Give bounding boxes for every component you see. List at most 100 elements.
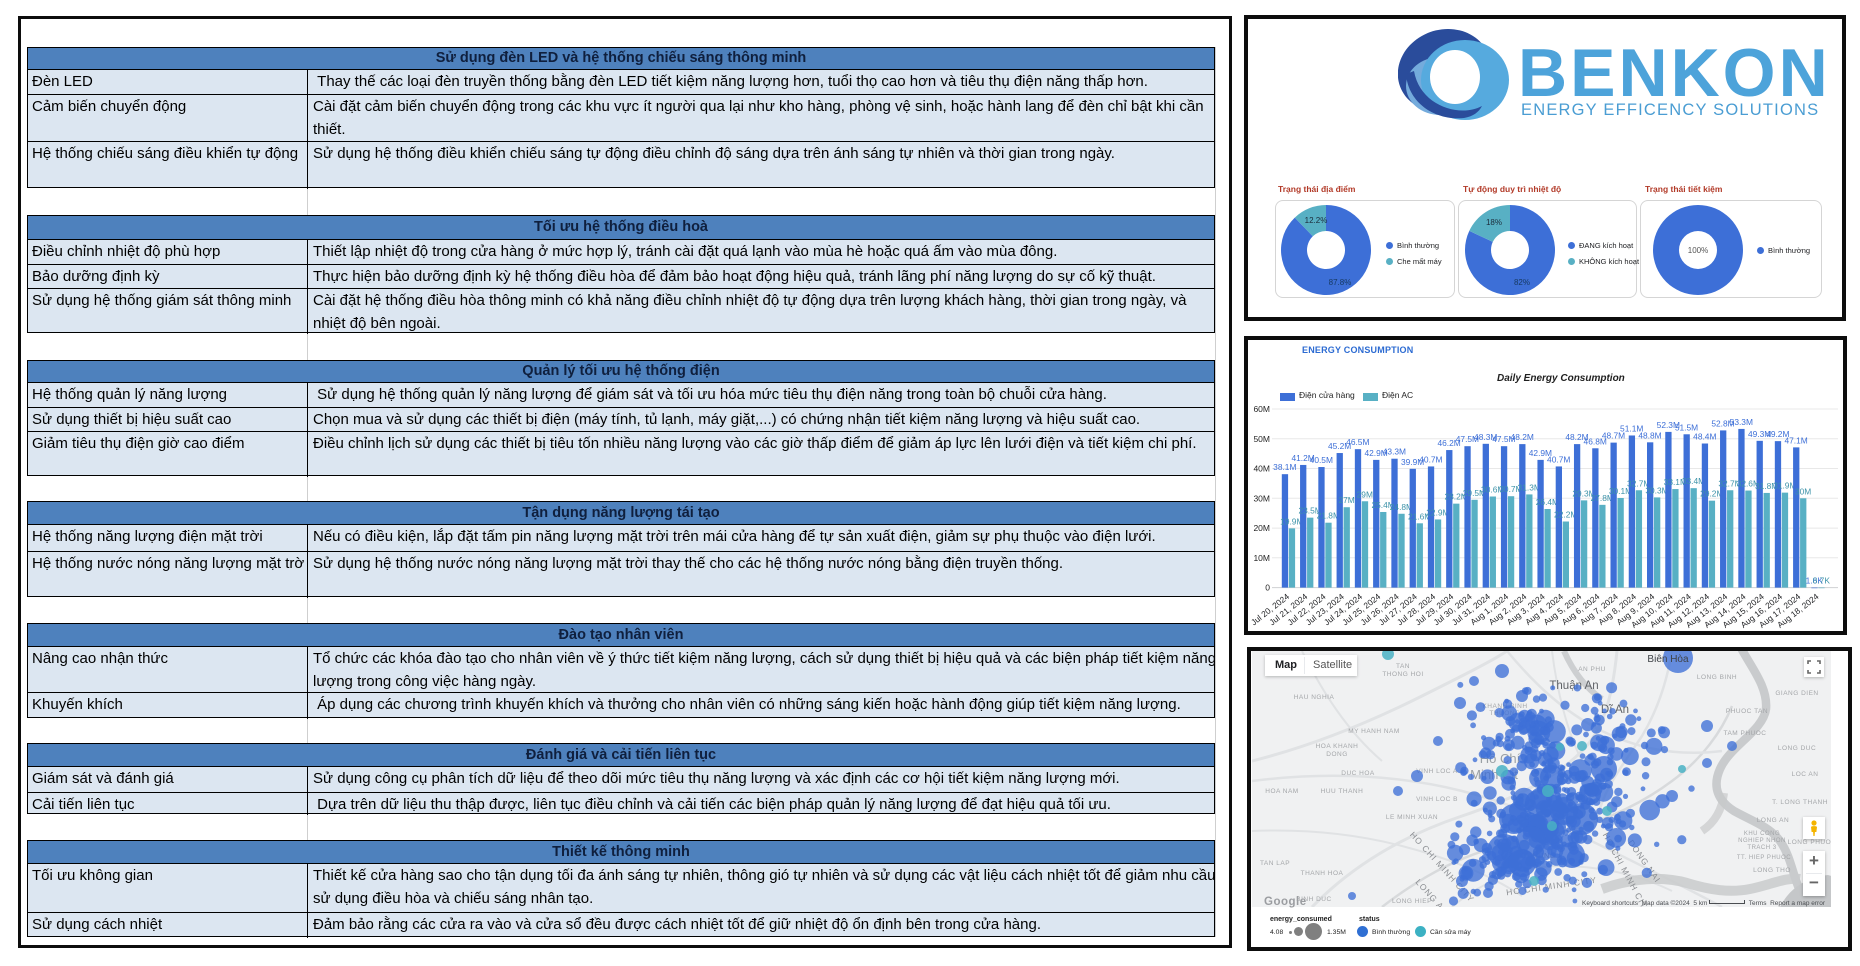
svg-text:MY HANH NAM: MY HANH NAM [1348, 728, 1400, 735]
svg-text:LONG THO: LONG THO [1753, 867, 1791, 874]
svg-text:24.8M: 24.8M [1390, 502, 1413, 512]
svg-text:52.8M: 52.8M [1711, 418, 1734, 428]
svg-text:LE MINH XUAN: LE MINH XUAN [1386, 814, 1438, 821]
svg-text:10M: 10M [1253, 553, 1270, 563]
svg-text:48.2M: 48.2M [1565, 432, 1588, 442]
svg-text:Biên Hòa: Biên Hòa [1647, 654, 1689, 665]
svg-text:39.9M: 39.9M [1401, 457, 1424, 467]
svg-text:60M: 60M [1253, 404, 1270, 414]
svg-text:KHU CONG: KHU CONG [1744, 831, 1780, 837]
svg-text:HAU NGHIA: HAU NGHIA [1294, 694, 1335, 701]
svg-text:18%: 18% [1486, 218, 1502, 227]
svg-text:31.8M: 31.8M [1755, 481, 1778, 491]
svg-text:46.2M: 46.2M [1437, 438, 1460, 448]
svg-text:40.7M: 40.7M [1419, 454, 1442, 464]
svg-text:49.3M: 49.3M [1748, 429, 1771, 439]
svg-text:22.2M: 22.2M [1554, 510, 1577, 520]
svg-text:23.5M: 23.5M [1298, 506, 1321, 516]
svg-text:29.5M: 29.5M [1463, 488, 1486, 498]
svg-text:31.3M: 31.3M [1518, 482, 1541, 492]
svg-text:DUC HOA: DUC HOA [1341, 770, 1375, 777]
svg-text:HOA NAM: HOA NAM [1265, 788, 1298, 795]
svg-text:41.2M: 41.2M [1291, 453, 1314, 463]
svg-text:42.9M: 42.9M [1529, 448, 1552, 458]
svg-text:LONG HIEP: LONG HIEP [1392, 898, 1432, 905]
svg-text:21.6M: 21.6M [1408, 511, 1431, 521]
svg-text:AN PHU: AN PHU [1578, 666, 1606, 673]
svg-text:LONG DUC: LONG DUC [1778, 745, 1816, 752]
svg-text:40.5M: 40.5M [1310, 455, 1333, 465]
svg-text:TT. HIEP PHUOC: TT. HIEP PHUOC [1737, 855, 1791, 861]
svg-text:48.8M: 48.8M [1638, 430, 1661, 440]
svg-text:30M: 30M [1253, 493, 1270, 503]
svg-text:THONG HOI: THONG HOI [1382, 671, 1423, 678]
svg-text:LOC AN: LOC AN [1792, 771, 1819, 778]
svg-text:LONG AN: LONG AN [1757, 817, 1789, 824]
svg-text:VINH LOC A: VINH LOC A [1416, 768, 1458, 775]
svg-text:40M: 40M [1253, 464, 1270, 474]
svg-text:1.6K: 1.6K [1806, 576, 1824, 586]
svg-text:T. LONG THANH: T. LONG THANH [1772, 799, 1828, 806]
svg-text:47.1M: 47.1M [1784, 435, 1807, 445]
svg-text:TRACH 3: TRACH 3 [1747, 845, 1776, 851]
svg-text:48.4M: 48.4M [1693, 432, 1716, 442]
svg-text:87.8%: 87.8% [1329, 278, 1352, 287]
svg-text:LONG BINH: LONG BINH [1697, 674, 1737, 681]
svg-text:21.8M: 21.8M [1317, 511, 1340, 521]
svg-text:32.6M: 32.6M [1737, 479, 1760, 489]
svg-text:29.2M: 29.2M [1700, 489, 1723, 499]
svg-text:53.3M: 53.3M [1730, 417, 1753, 427]
svg-text:30.6M: 30.6M [1481, 485, 1504, 495]
svg-text:31.9M: 31.9M [1773, 481, 1796, 491]
svg-text:40.7M: 40.7M [1547, 454, 1570, 464]
svg-text:38.1M: 38.1M [1273, 462, 1296, 472]
svg-text:HOA KHANH: HOA KHANH [1316, 743, 1359, 750]
svg-text:TAM PHUOC: TAM PHUOC [1723, 730, 1766, 737]
svg-text:82%: 82% [1514, 278, 1530, 287]
svg-text:27.8M: 27.8M [1591, 493, 1614, 503]
svg-text:51.5M: 51.5M [1675, 422, 1698, 432]
svg-text:THANH HOA: THANH HOA [1301, 870, 1344, 877]
svg-text:45.2M: 45.2M [1328, 441, 1351, 451]
svg-text:33.4M: 33.4M [1682, 476, 1705, 486]
svg-text:48.2M: 48.2M [1511, 432, 1534, 442]
svg-text:TAN LAP: TAN LAP [1260, 860, 1290, 867]
svg-text:48.7M: 48.7M [1602, 431, 1625, 441]
svg-text:100%: 100% [1688, 246, 1708, 255]
svg-text:50M: 50M [1253, 434, 1270, 444]
svg-text:26.4M: 26.4M [1536, 497, 1559, 507]
svg-text:30M: 30M [1795, 486, 1811, 496]
svg-text:0: 0 [1265, 583, 1270, 593]
svg-text:47.5M: 47.5M [1456, 434, 1479, 444]
svg-text:27M: 27M [1338, 495, 1354, 505]
svg-text:42.9M: 42.9M [1364, 448, 1387, 458]
svg-text:46.8M: 46.8M [1584, 436, 1607, 446]
svg-text:48.3M: 48.3M [1474, 432, 1497, 442]
svg-text:BINH DUC: BINH DUC [1296, 896, 1331, 903]
svg-text:32.7M: 32.7M [1627, 478, 1650, 488]
svg-text:12.2%: 12.2% [1305, 216, 1328, 225]
svg-text:GIANG DIEN: GIANG DIEN [1775, 690, 1818, 697]
svg-text:PHUOC TAN: PHUOC TAN [1726, 708, 1768, 715]
svg-text:28.2M: 28.2M [1444, 492, 1467, 502]
svg-text:Thuận An: Thuận An [1549, 680, 1598, 692]
svg-text:22.9M: 22.9M [1426, 507, 1449, 517]
svg-text:43.3M: 43.3M [1383, 447, 1406, 457]
svg-text:25.4M: 25.4M [1371, 500, 1394, 510]
svg-text:29.3M: 29.3M [1572, 488, 1595, 498]
svg-text:29M: 29M [1357, 489, 1373, 499]
svg-text:VINH LOC B: VINH LOC B [1416, 796, 1458, 803]
svg-text:NGHIEP NHON: NGHIEP NHON [1738, 838, 1786, 844]
svg-text:20M: 20M [1253, 523, 1270, 533]
svg-text:33.1M: 33.1M [1664, 477, 1687, 487]
svg-text:30.3M: 30.3M [1645, 485, 1668, 495]
svg-text:30.7M: 30.7M [1499, 484, 1522, 494]
svg-text:19.9M: 19.9M [1280, 516, 1303, 526]
svg-text:52.3M: 52.3M [1657, 420, 1680, 430]
svg-text:TAN: TAN [1396, 663, 1410, 670]
svg-text:DONG: DONG [1326, 751, 1348, 758]
svg-text:HUU THANH: HUU THANH [1321, 788, 1364, 795]
svg-text:47.5M: 47.5M [1492, 434, 1515, 444]
svg-text:32.7M: 32.7M [1718, 478, 1741, 488]
svg-text:8.7K: 8.7K [1813, 576, 1831, 586]
